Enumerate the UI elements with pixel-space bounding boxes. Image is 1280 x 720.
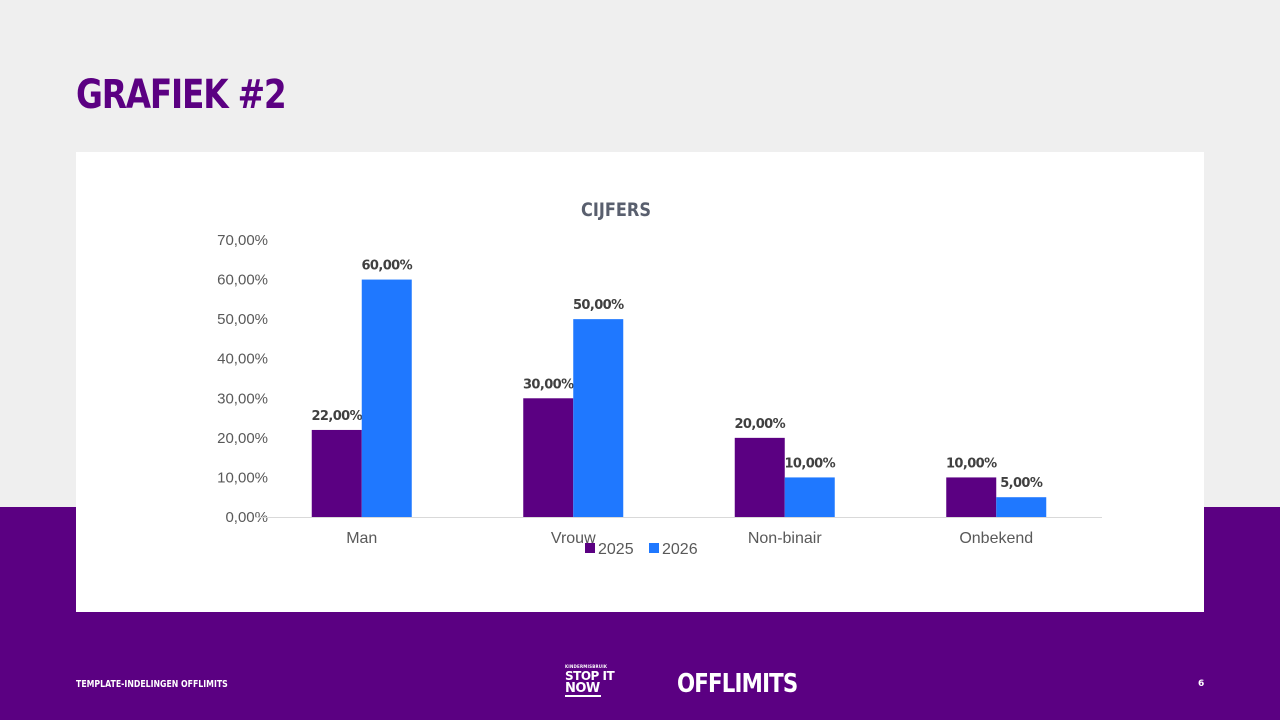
- y-tick-label: 60,00%: [217, 272, 268, 289]
- stop-logo-line2: STOP IT: [565, 669, 615, 683]
- y-tick-label: 0,00%: [225, 509, 268, 526]
- stop-it-now-logo: KINDERMISBRUIK STOP IT NOW: [565, 664, 615, 697]
- y-tick-label: 20,00%: [217, 430, 268, 447]
- bar-chart: CIJFERS 0,00% 10,00% 20,00% 30,00% 40,00% 50,0…: [217, 200, 1102, 558]
- footer-template-label: TEMPLATE-INDELINGEN OFFLIMITS: [76, 679, 228, 690]
- stop-logo-line1: KINDERMISBRUIK: [565, 664, 608, 669]
- bar-2026: [784, 477, 835, 517]
- data-label: 22,00%: [311, 409, 362, 424]
- x-tick-label: Vrouw: [551, 530, 596, 547]
- legend-swatch-2025: [585, 543, 595, 553]
- y-tick-label: 70,00%: [217, 232, 268, 249]
- bar-2025: [311, 429, 362, 517]
- data-label: 50,00%: [573, 298, 624, 313]
- bar-2026: [996, 497, 1047, 517]
- data-label: 60,00%: [361, 259, 412, 274]
- chart-card: CIJFERS 0,00% 10,00% 20,00% 30,00% 40,00% 50,0…: [76, 152, 1204, 612]
- data-label: 5,00%: [1000, 476, 1043, 491]
- chart-title: CIJFERS: [581, 200, 651, 222]
- x-tick-label: Non-binair: [748, 530, 822, 547]
- bar-2025: [734, 437, 785, 517]
- bar-2025: [523, 398, 574, 517]
- legend-label: 2025: [598, 541, 634, 558]
- y-tick-label: 10,00%: [217, 469, 268, 486]
- x-tick-label: Onbekend: [959, 530, 1033, 547]
- legend-label: 2026: [662, 541, 698, 558]
- data-label: 20,00%: [734, 417, 785, 432]
- y-tick-label: 40,00%: [217, 351, 268, 368]
- y-tick-label: 30,00%: [217, 390, 268, 407]
- slide-title: GRAFIEK #2: [76, 72, 287, 118]
- bar-2025: [946, 477, 997, 517]
- legend-swatch-2026: [649, 543, 659, 553]
- bar-2026: [361, 279, 412, 517]
- stop-logo-line3: NOW: [565, 681, 601, 697]
- x-tick-label: Man: [346, 530, 377, 547]
- data-label: 30,00%: [523, 377, 574, 392]
- y-tick-label: 50,00%: [217, 311, 268, 328]
- data-label: 10,00%: [784, 456, 835, 471]
- page-number: 6: [1198, 679, 1205, 689]
- offlimits-logo: OFFLIMITS: [677, 669, 798, 699]
- data-label: 10,00%: [946, 456, 997, 471]
- bar-2026: [573, 319, 624, 517]
